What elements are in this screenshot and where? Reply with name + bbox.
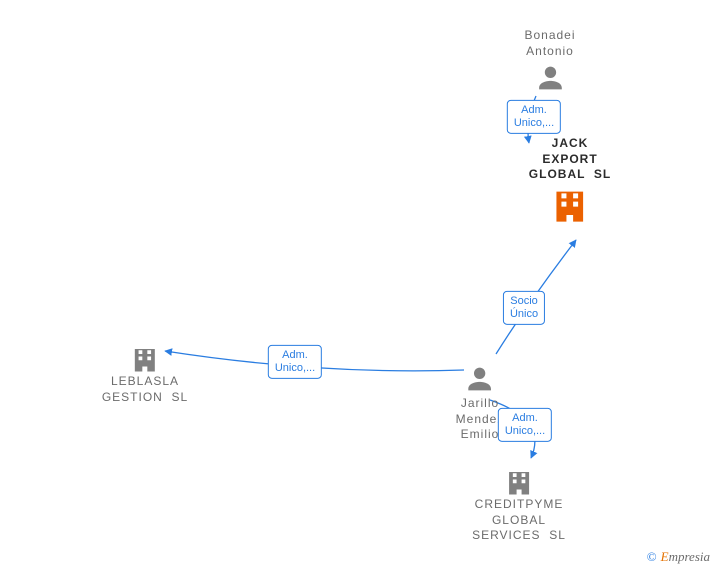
person-icon (456, 362, 505, 396)
edge-label[interactable]: Adm. Unico,... (498, 408, 552, 442)
brand-e: E (661, 549, 669, 564)
node-label: Bonadei Antonio (524, 28, 575, 59)
edges-layer (0, 0, 728, 575)
node-label: CREDITPYME GLOBAL SERVICES SL (472, 497, 566, 544)
brand-rest: mpresia (669, 549, 710, 564)
person-icon (524, 61, 575, 95)
node-company-jack-export[interactable]: JACK EXPORT GLOBAL SL (529, 136, 611, 225)
watermark: © Empresia (647, 549, 710, 565)
node-company-creditpyme[interactable]: CREDITPYME GLOBAL SERVICES SL (472, 465, 566, 544)
node-label: LEBLASLA GESTION SL (102, 374, 188, 405)
building-icon (472, 467, 566, 497)
node-company-leblasla[interactable]: LEBLASLA GESTION SL (102, 342, 188, 405)
edge-label[interactable]: Socio Único (503, 291, 545, 325)
building-icon (529, 185, 611, 225)
node-label: JACK EXPORT GLOBAL SL (529, 136, 611, 183)
building-icon (102, 344, 188, 374)
edge-label[interactable]: Adm. Unico,... (507, 100, 561, 134)
diagram-canvas: Bonadei Antonio JACK EXPORT GLOBAL SL Ja… (0, 0, 728, 575)
node-person-bonadei[interactable]: Bonadei Antonio (524, 28, 575, 95)
copyright-symbol: © (647, 549, 657, 564)
edge-label[interactable]: Adm. Unico,... (268, 345, 322, 379)
